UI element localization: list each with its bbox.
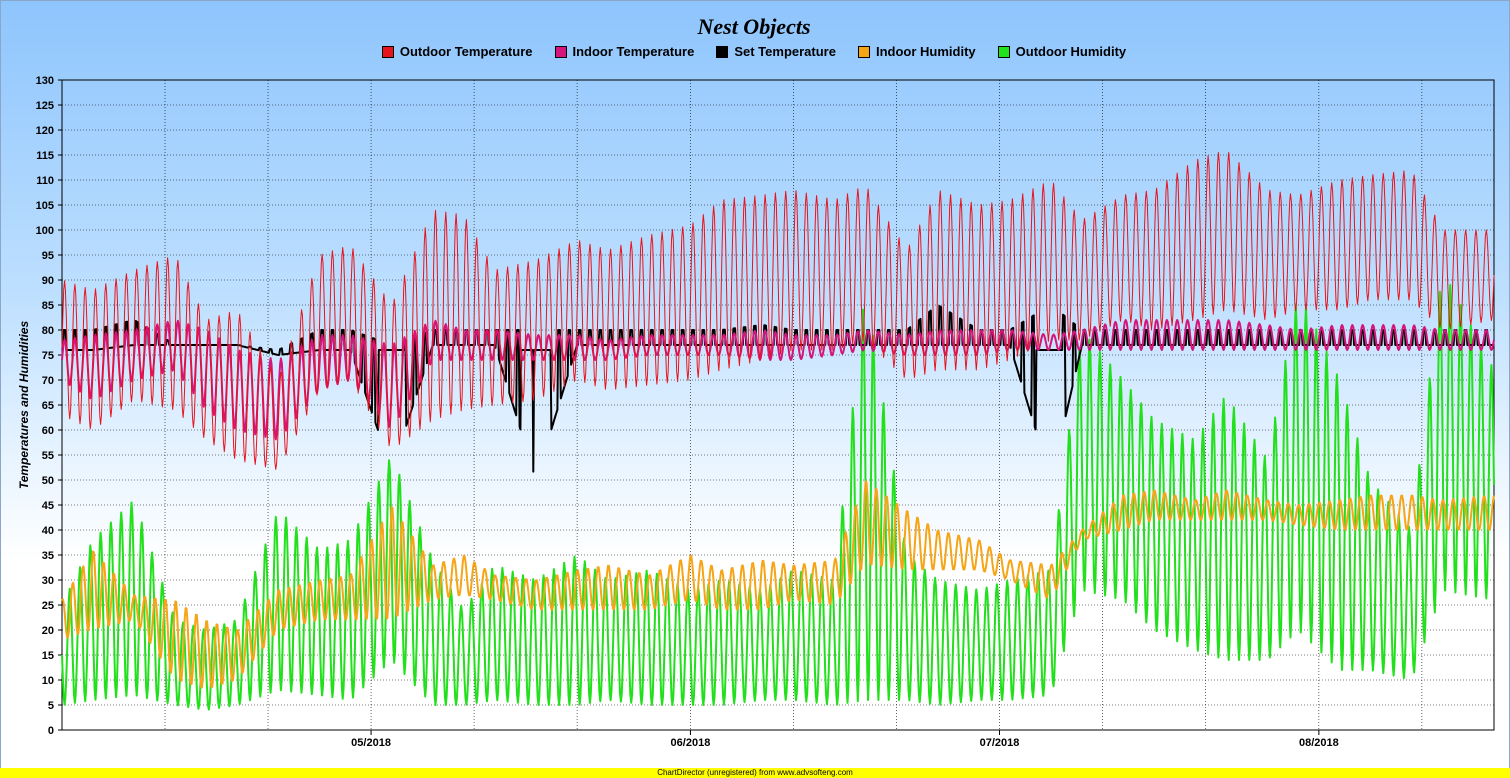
y-tick-label: 15 <box>42 650 54 662</box>
legend-swatch <box>381 45 394 58</box>
y-tick-label: 35 <box>42 550 54 562</box>
y-tick-label: 85 <box>42 300 54 312</box>
footer-credit: ChartDirector (unregistered) from www.ad… <box>0 768 1510 778</box>
y-tick-label: 10 <box>42 675 54 687</box>
y-tick-label: 0 <box>48 725 54 737</box>
legend-item-outdoor-temperature: Outdoor Temperature <box>381 44 533 59</box>
y-tick-label: 110 <box>36 175 54 187</box>
legend-swatch <box>716 45 729 58</box>
y-tick-label: 50 <box>42 475 54 487</box>
series-line-outdoor-temperature <box>61 152 1495 470</box>
legend-swatch <box>997 45 1010 58</box>
legend-label: Indoor Temperature <box>572 44 695 59</box>
y-tick-label: 125 <box>36 100 54 112</box>
chart-title: Nest Objects <box>697 14 811 39</box>
y-tick-label: 5 <box>48 700 54 712</box>
legend-item-outdoor-humidity: Outdoor Humidity <box>997 44 1127 59</box>
legend: Outdoor Temperature Indoor Temperature Set… <box>0 44 1508 59</box>
x-tick-label: 08/2018 <box>1299 737 1339 749</box>
x-tick-label: 07/2018 <box>980 737 1020 749</box>
y-tick-label: 115 <box>36 150 54 162</box>
legend-item-indoor-humidity: Indoor Humidity <box>857 44 976 59</box>
y-tick-label: 70 <box>42 375 54 387</box>
legend-label: Set Temperature <box>734 44 836 59</box>
y-tick-label: 60 <box>42 425 54 437</box>
x-tick-label: 05/2018 <box>351 737 391 749</box>
y-tick-label: 40 <box>42 525 54 537</box>
legend-item-indoor-temperature: Indoor Temperature <box>554 44 695 59</box>
y-tick-label: 90 <box>42 275 54 287</box>
y-tick-label: 80 <box>42 325 54 337</box>
y-tick-label: 105 <box>36 200 54 212</box>
y-tick-label: 55 <box>42 450 54 462</box>
y-tick-label: 20 <box>42 625 54 637</box>
legend-label: Outdoor Humidity <box>1015 44 1127 59</box>
y-tick-label: 100 <box>36 225 54 237</box>
y-tick-label: 25 <box>42 600 54 612</box>
y-tick-label: 75 <box>42 350 54 362</box>
series-line-outdoor-humidity <box>61 284 1495 711</box>
legend-label: Outdoor Temperature <box>399 44 533 59</box>
y-tick-label: 120 <box>36 125 54 137</box>
series-line-indoor-temperature <box>61 319 1495 441</box>
y-tick-label: 45 <box>42 500 54 512</box>
y-tick-label: 65 <box>42 400 54 412</box>
legend-label: Indoor Humidity <box>875 44 976 59</box>
x-tick-label: 06/2018 <box>671 737 711 749</box>
y-tick-label: 130 <box>36 75 54 87</box>
legend-swatch <box>857 45 870 58</box>
series-line-indoor-humidity <box>61 480 1495 689</box>
legend-item-set-temperature: Set Temperature <box>716 44 836 59</box>
y-tick-label: 95 <box>42 250 54 262</box>
legend-swatch <box>554 45 567 58</box>
y-tick-label: 30 <box>42 575 54 587</box>
